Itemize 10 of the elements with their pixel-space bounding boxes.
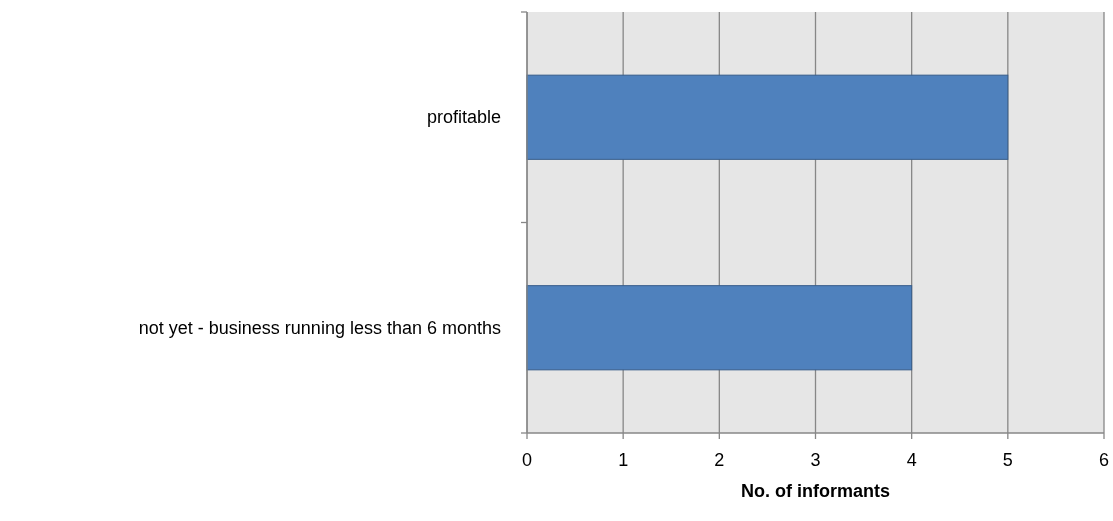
x-tick-label: 1 [618, 450, 629, 470]
x-tick-label: 6 [1098, 450, 1110, 470]
x-axis-title: No. of informants [741, 481, 890, 501]
x-tick-label: 4 [906, 450, 917, 470]
y-tick-label: not yet - business running less than 6 months [138, 317, 501, 338]
x-tick-label: 3 [810, 450, 821, 470]
x-tick-label: 2 [714, 450, 725, 470]
y-tick-label: profitable [426, 107, 501, 128]
x-tick-label: 0 [521, 450, 533, 470]
x-tick-label: 5 [1002, 450, 1013, 470]
